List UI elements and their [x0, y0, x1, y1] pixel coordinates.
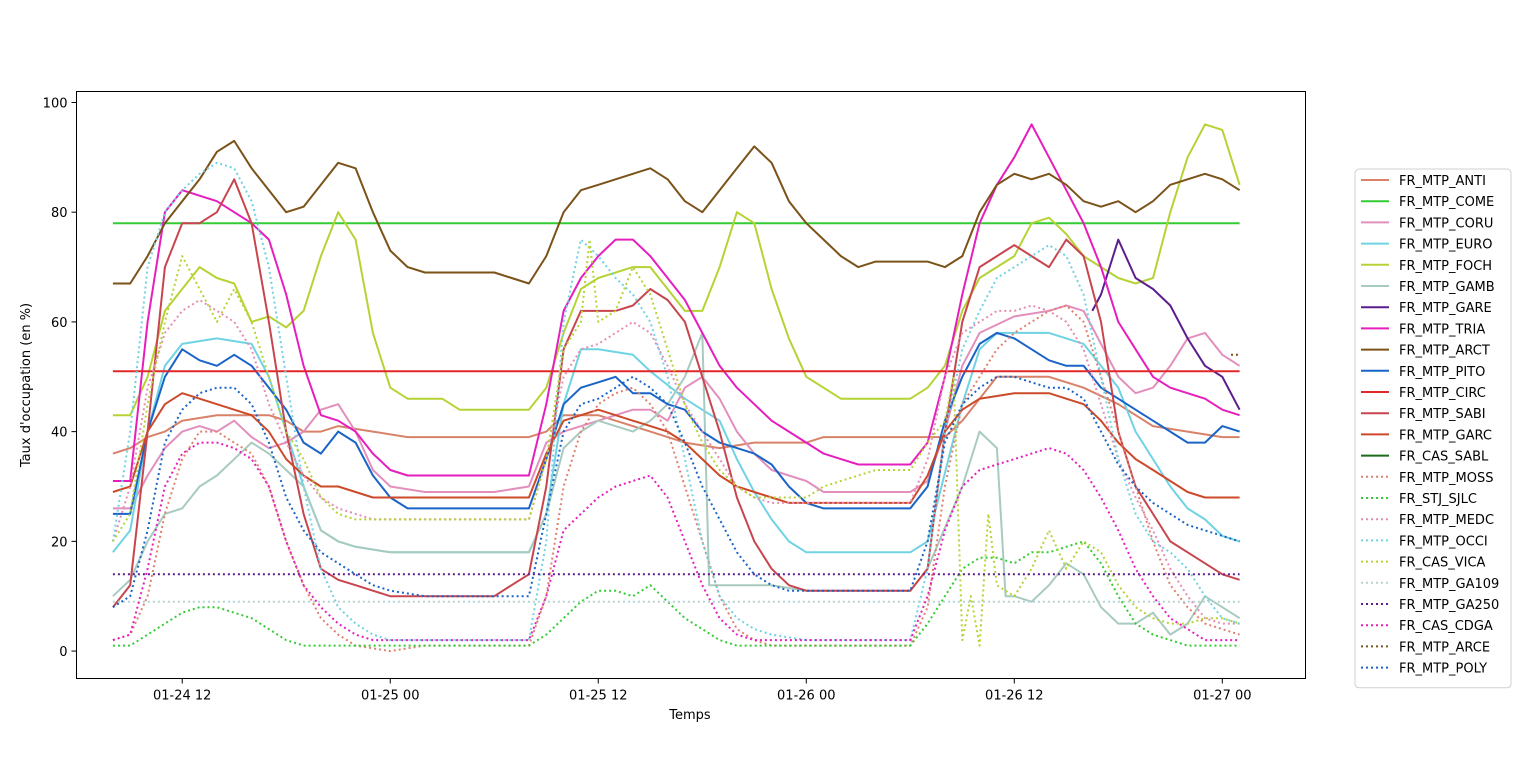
- axis-ticks: 01-24 12 01-25 00 01-25 12 01-26 00 01-26 12…: [43, 96, 1252, 703]
- legend-label: FR_MTP_FOCH: [1399, 259, 1492, 274]
- y-tick-label: 60: [51, 316, 68, 331]
- y-tick-label: 20: [51, 535, 68, 550]
- legend-label: FR_CAS_SABL: [1399, 450, 1489, 465]
- series-line-fr-mtp-arct: [112, 139, 1241, 285]
- series-line-fr-mtp-medc: [111, 299, 1240, 625]
- x-tick-label: 01-26 12: [985, 689, 1043, 704]
- legend-label: FR_MTP_TRIA: [1399, 322, 1485, 337]
- series-line-fr-mtp-moss: [112, 304, 1240, 653]
- y-axis-title: Taux d'occupation (en %): [19, 303, 34, 468]
- y-tick-label: 0: [59, 645, 67, 660]
- legend-label: FR_MTP_GA109: [1399, 577, 1499, 592]
- x-axis-title: Temps: [668, 708, 711, 723]
- legend-frame: [1354, 168, 1512, 689]
- legend-label: FR_MTP_GA250: [1399, 598, 1499, 613]
- series-line-fr-mtp-sabi: [112, 178, 1240, 608]
- legend-label: FR_MTP_POLY: [1399, 662, 1487, 677]
- series-line-fr-cas-cdga: [112, 441, 1240, 642]
- legend: FR_MTP_ANTI FR_MTP_COME FR_MTP_CORU FR_MTP_…: [1354, 168, 1512, 689]
- series-line-fr-mtp-tria: [112, 123, 1240, 482]
- legend-label: FR_MTP_CORU: [1399, 216, 1493, 231]
- legend-label: FR_MTP_ARCE: [1399, 640, 1490, 655]
- legend-label: FR_MTP_EURO: [1399, 238, 1493, 253]
- y-tick-label: 100: [43, 96, 68, 111]
- series-line-fr-mtp-garc: [112, 392, 1240, 504]
- legend-label: FR_MTP_GARE: [1399, 301, 1492, 316]
- legend-label: FR_CAS_VICA: [1399, 556, 1486, 571]
- legend-label: FR_MTP_CIRC: [1399, 386, 1486, 401]
- x-tick-label: 01-27 00: [1193, 689, 1251, 704]
- legend-label: FR_MTP_COME: [1399, 195, 1494, 210]
- legend-label: FR_MTP_GARC: [1399, 428, 1492, 443]
- legend-label: FR_MTP_GAMB: [1399, 280, 1495, 295]
- x-tick-label: 01-25 12: [569, 689, 627, 704]
- legend-label: FR_MTP_MOSS: [1399, 471, 1493, 486]
- legend-label: FR_MTP_ARCT: [1399, 344, 1490, 359]
- legend-label: FR_MTP_OCCI: [1399, 534, 1488, 549]
- x-tick-label: 01-24 12: [153, 689, 211, 704]
- series-line-fr-mtp-poly: [112, 375, 1240, 609]
- series-layer: [111, 123, 1241, 653]
- legend-label: FR_STJ_SJLC: [1399, 492, 1477, 507]
- series-line-fr-mtp-coru: [112, 304, 1241, 510]
- legend-label: FR_MTP_ANTI: [1399, 174, 1486, 189]
- legend-label: FR_CAS_CDGA: [1399, 619, 1493, 634]
- y-tick-label: 80: [51, 206, 68, 221]
- y-tick-label: 40: [51, 426, 68, 441]
- x-tick-label: 01-26 00: [777, 689, 835, 704]
- legend-label: FR_MTP_MEDC: [1399, 513, 1494, 528]
- x-tick-label: 01-25 00: [361, 689, 419, 704]
- series-line-fr-cas-vica: [112, 238, 1240, 647]
- legend-label: FR_MTP_SABI: [1399, 407, 1486, 422]
- legend-label: FR_MTP_PITO: [1399, 365, 1485, 380]
- series-line-fr-mtp-occi: [111, 161, 1240, 642]
